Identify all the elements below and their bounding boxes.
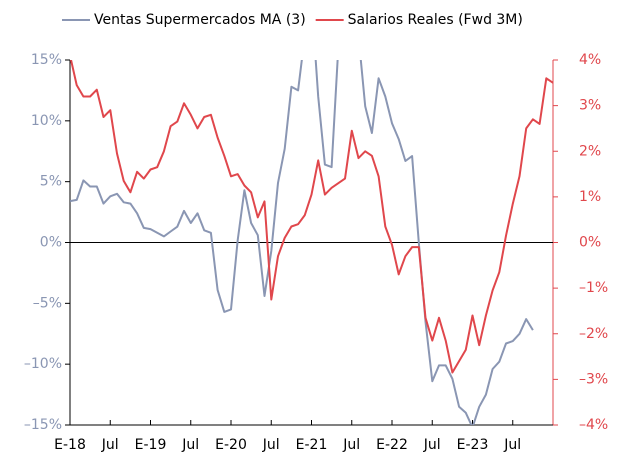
x-tick-label: Jul — [262, 437, 280, 453]
series-line — [70, 60, 534, 425]
y2-tick-label: –4% — [579, 417, 608, 433]
y-tick-label: 15% — [31, 52, 62, 68]
x-tick-label: E-22 — [376, 437, 408, 453]
x-tick-label: E-18 — [54, 437, 86, 453]
y2-tick-label: 1% — [579, 189, 601, 205]
y2-tick-label: –3% — [579, 371, 608, 387]
x-tick-label: E-21 — [296, 437, 328, 453]
legend-label: Salarios Reales (Fwd 3M) — [348, 12, 523, 28]
x-tick-label: Jul — [503, 437, 521, 453]
series-line — [70, 60, 553, 374]
y2-tick-label: –1% — [579, 280, 608, 296]
y2-tick-label: 3% — [579, 98, 601, 114]
x-tick-label: E-23 — [457, 437, 489, 453]
legend-label: Ventas Supermercados MA (3) — [94, 12, 306, 28]
y-tick-label: –15% — [24, 417, 62, 433]
x-tick-label: Jul — [342, 437, 360, 453]
y-tick-label: –5% — [33, 295, 62, 311]
x-tick-label: E-19 — [135, 437, 167, 453]
plot-area — [70, 60, 553, 425]
y-tick-label: 0% — [40, 235, 62, 251]
y2-tick-label: –2% — [579, 326, 608, 342]
x-tick-label: Jul — [181, 437, 199, 453]
y-tick-label: 10% — [31, 113, 62, 129]
y2-tick-label: 0% — [579, 235, 601, 251]
x-tick-label: Jul — [101, 437, 119, 453]
y2-tick-label: 2% — [579, 143, 601, 159]
y-tick-label: 5% — [40, 174, 62, 190]
x-tick-label: E-20 — [215, 437, 247, 453]
x-tick-label: Jul — [423, 437, 441, 453]
y-tick-label: –10% — [24, 356, 62, 372]
y2-tick-label: 4% — [579, 52, 601, 68]
